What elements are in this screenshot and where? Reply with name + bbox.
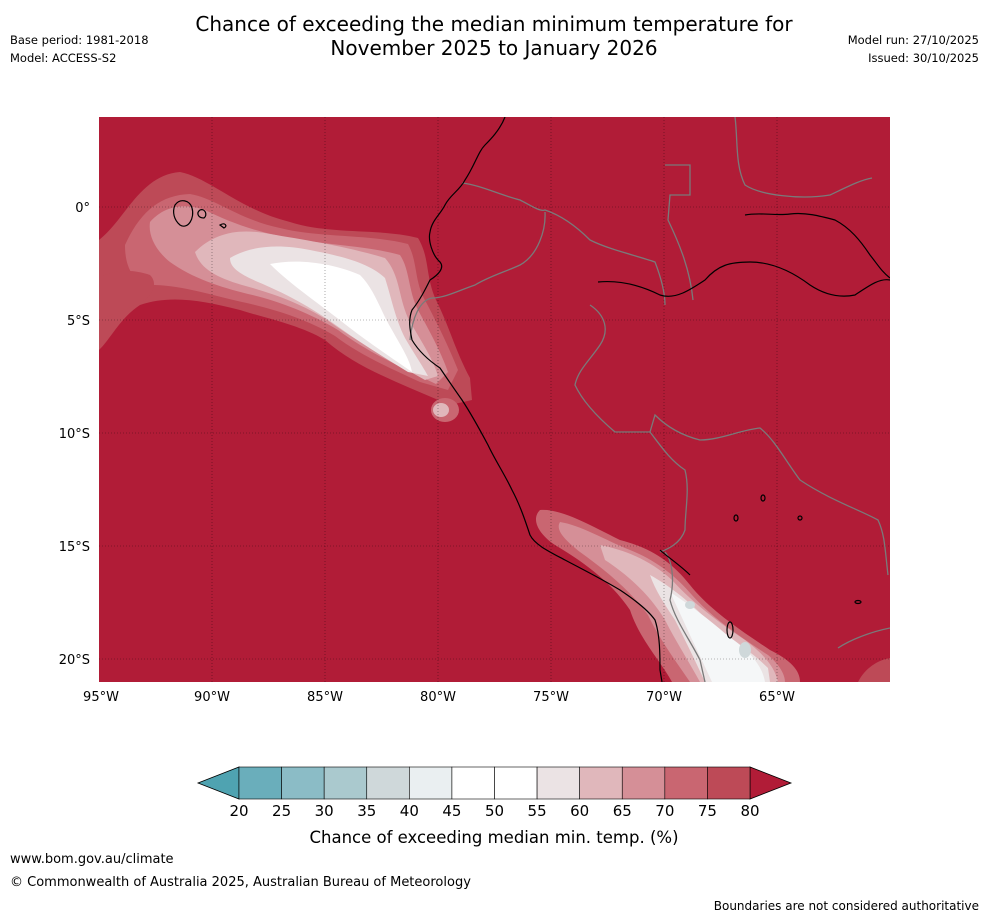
colorbar-extend-high [749,766,793,800]
map-area [99,117,890,682]
colorbar-tick-label: 60 [570,802,589,820]
colorbar-tick-label: 50 [485,802,504,820]
colorbar-tick-label: 70 [655,802,674,820]
colorbar-tick-label: 75 [698,802,717,820]
title-line-2: November 2025 to January 2026 [330,36,658,60]
footer-url[interactable]: www.bom.gov.au/climate [10,852,174,867]
base-period: Base period: 1981-2018 [10,33,149,47]
meta-right: Model run: 27/10/2025 Issued: 30/10/2025 [848,31,979,67]
lon-label: 80°W [420,690,456,705]
colorbar-swatch [664,766,708,800]
colorbar-swatch [579,766,623,800]
colorbar-tick-label: 20 [229,802,248,820]
colorbar-tick-label: 30 [315,802,334,820]
lon-label: 85°W [307,690,343,705]
lat-label: 5°S [67,314,90,329]
issued-date: Issued: 30/10/2025 [868,51,979,65]
lat-label: 0° [75,201,90,216]
coastlines [173,117,890,682]
footer-copyright: © Commonwealth of Australia 2025, Austra… [10,875,471,890]
colorbar-swatch [451,766,495,800]
latitude-labels: 0° 5°S 10°S 15°S 20°S [59,201,90,668]
colorbar-swatch [621,766,666,800]
chart-title: Chance of exceeding the median minimum t… [0,12,988,60]
lon-label: 75°W [533,690,569,705]
model-run: Model run: 27/10/2025 [847,33,979,47]
colorbar-swatch [366,766,410,800]
lat-label: 15°S [59,540,90,555]
colorbar-tick-label: 80 [740,802,759,820]
meta-left: Base period: 1981-2018 Model: ACCESS-S2 [10,31,149,67]
colorbar-swatch [536,766,580,800]
coastal-anomaly-tongue [535,509,890,682]
colorbar-tick-label: 55 [528,802,547,820]
colorbar-tick-label: 45 [442,802,461,820]
colorbar-swatch [494,766,538,800]
colorbar-swatch [707,766,751,800]
colorbar-swatch [323,766,368,800]
model-name: Model: ACCESS-S2 [10,51,117,65]
graticule [99,117,890,682]
colorbar-tick-label: 65 [613,802,632,820]
lat-label: 20°S [59,653,90,668]
colorbar-tick-label: 40 [400,802,419,820]
lon-label: 65°W [759,690,795,705]
colorbar-extend-low [196,766,240,800]
colorbar-swatch [409,766,453,800]
colorbar-swatch [281,766,325,800]
lat-label: 10°S [59,427,90,442]
colorbar: 20 25 30 35 40 45 50 55 60 65 70 75 80 [196,766,793,820]
lon-label: 95°W [83,690,119,705]
footer-disclaimer: Boundaries are not considered authoritat… [713,899,979,913]
country-borders [409,117,890,682]
colorbar-label: Chance of exceeding median min. temp. (%… [309,828,678,847]
lon-label: 90°W [194,690,230,705]
title-line-1: Chance of exceeding the median minimum t… [195,12,793,36]
lon-label: 70°W [646,690,682,705]
longitude-labels: 95°W 90°W 85°W 80°W 75°W 70°W 65°W [83,690,795,705]
colorbar-tick-label: 35 [357,802,376,820]
colorbar-swatch [238,766,282,800]
pacific-anomaly-tongue [99,172,472,422]
colorbar-tick-label: 25 [272,802,291,820]
